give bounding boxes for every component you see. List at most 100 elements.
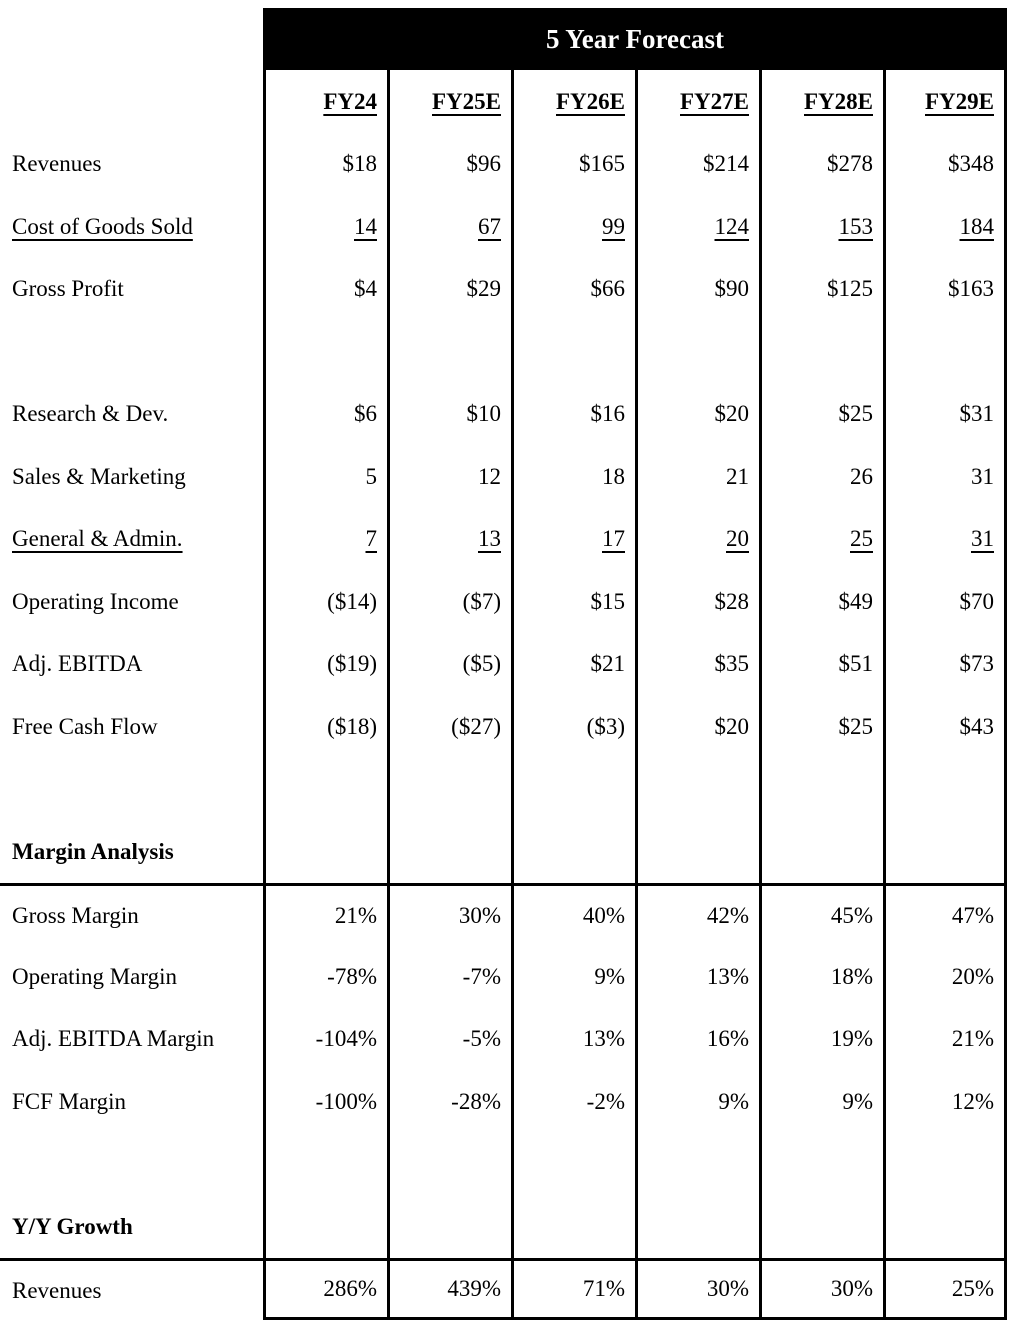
value-cell: 12% xyxy=(883,1070,1007,1133)
empty-cell xyxy=(883,320,1007,383)
value-cell: -104% xyxy=(263,1007,387,1070)
empty-cell xyxy=(759,1132,883,1195)
value-cell: $348 xyxy=(883,132,1007,195)
value-cell: ($19) xyxy=(263,632,387,695)
value-cell: 99 xyxy=(511,195,635,258)
value-cell: $15 xyxy=(511,570,635,633)
value-cell: $214 xyxy=(635,132,759,195)
value-cell: $31 xyxy=(883,382,1007,445)
empty-cell xyxy=(263,820,387,883)
value-cell: 439% xyxy=(387,1257,511,1320)
value-cell: 21% xyxy=(263,882,387,945)
row-label: Revenues xyxy=(12,151,102,177)
value-cell: 71% xyxy=(511,1257,635,1320)
value-cell: -2% xyxy=(511,1070,635,1133)
column-header-fy25e: FY25E xyxy=(387,70,511,133)
value-cell: $25 xyxy=(759,382,883,445)
empty-cell xyxy=(883,1195,1007,1258)
section-title: Margin Analysis xyxy=(12,838,174,864)
value-cell: 31 xyxy=(883,507,1007,570)
value-cell: 18 xyxy=(511,445,635,508)
empty-cell xyxy=(387,320,511,383)
row-label: FCF Margin xyxy=(12,1088,126,1114)
value-cell: 21% xyxy=(883,1007,1007,1070)
empty-cell xyxy=(511,320,635,383)
value-cell: 20% xyxy=(883,945,1007,1008)
value-cell: 9% xyxy=(511,945,635,1008)
row-label: Revenues xyxy=(0,1257,263,1321)
empty-cell xyxy=(263,320,387,383)
value-cell: 30% xyxy=(387,882,511,945)
value-cell: $29 xyxy=(387,257,511,320)
value-cell: $6 xyxy=(263,382,387,445)
spacer-row xyxy=(0,1132,1007,1196)
column-header-fy24: FY24 xyxy=(263,70,387,133)
empty-cell xyxy=(0,1133,263,1196)
row-gross-margin: Gross Margin 21% 30% 40% 42% 45% 47% xyxy=(0,882,1007,945)
value-cell: ($27) xyxy=(387,695,511,758)
value-cell: 5 xyxy=(263,445,387,508)
value-cell: $165 xyxy=(511,132,635,195)
value-cell: ($7) xyxy=(387,570,511,633)
value-cell: $278 xyxy=(759,132,883,195)
empty-cell xyxy=(883,1132,1007,1195)
empty-cell xyxy=(635,1132,759,1195)
empty-cell xyxy=(387,1132,511,1195)
row-label: Research & Dev. xyxy=(12,401,169,427)
value-cell: $73 xyxy=(883,632,1007,695)
value-cell: 13 xyxy=(387,507,511,570)
value-cell: 40% xyxy=(511,882,635,945)
value-cell: 184 xyxy=(883,195,1007,258)
empty-cell xyxy=(883,757,1007,820)
row-label: Adj. EBITDA xyxy=(12,651,143,677)
value-cell: 45% xyxy=(759,882,883,945)
table-title: 5 Year Forecast xyxy=(263,8,1007,70)
row-label: Cost of Goods Sold xyxy=(12,213,193,239)
empty-cell xyxy=(511,1195,635,1258)
row-fcf-margin: FCF Margin -100% -28% -2% 9% 9% 12% xyxy=(0,1070,1007,1133)
value-cell: $66 xyxy=(511,257,635,320)
value-cell: ($14) xyxy=(263,570,387,633)
row-adj-ebitda: Adj. EBITDA ($19) ($5) $21 $35 $51 $73 xyxy=(0,632,1007,695)
empty-cell xyxy=(511,1132,635,1195)
row-revenues: Revenues $18 $96 $165 $214 $278 $348 xyxy=(0,132,1007,195)
empty-cell xyxy=(635,320,759,383)
title-row-spacer xyxy=(0,8,263,70)
row-label: General & Admin. xyxy=(12,526,183,552)
value-cell: 9% xyxy=(759,1070,883,1133)
value-cell: 26 xyxy=(759,445,883,508)
value-cell: 13% xyxy=(511,1007,635,1070)
empty-cell xyxy=(263,1195,387,1258)
value-cell: 153 xyxy=(759,195,883,258)
empty-cell xyxy=(759,320,883,383)
value-cell: 286% xyxy=(263,1257,387,1320)
row-operating-income: Operating Income ($14) ($7) $15 $28 $49 … xyxy=(0,570,1007,633)
column-header-fy26e: FY26E xyxy=(511,70,635,133)
value-cell: 31 xyxy=(883,445,1007,508)
value-cell: -5% xyxy=(387,1007,511,1070)
value-cell: $28 xyxy=(635,570,759,633)
empty-cell xyxy=(0,758,263,821)
column-header-row: FY24 FY25E FY26E FY27E FY28E FY29E xyxy=(0,70,1007,133)
value-cell: $125 xyxy=(759,257,883,320)
value-cell: 47% xyxy=(883,882,1007,945)
section-row-margin-analysis: Margin Analysis xyxy=(0,820,1007,883)
row-sales-marketing: Sales & Marketing 5 12 18 21 26 31 xyxy=(0,445,1007,508)
value-cell: 13% xyxy=(635,945,759,1008)
value-cell: $20 xyxy=(635,382,759,445)
row-gross-profit: Gross Profit $4 $29 $66 $90 $125 $163 xyxy=(0,257,1007,320)
value-cell: 124 xyxy=(635,195,759,258)
row-cogs: Cost of Goods Sold 14 67 99 124 153 184 xyxy=(0,195,1007,258)
value-cell: 14 xyxy=(263,195,387,258)
column-header-spacer xyxy=(0,70,263,133)
empty-cell xyxy=(387,1195,511,1258)
value-cell: $21 xyxy=(511,632,635,695)
value-cell: $18 xyxy=(263,132,387,195)
value-cell: 21 xyxy=(635,445,759,508)
row-label: Adj. EBITDA Margin xyxy=(12,1026,215,1052)
empty-cell xyxy=(511,757,635,820)
section-row-yy-growth: Y/Y Growth xyxy=(0,1195,1007,1258)
empty-cell xyxy=(387,757,511,820)
column-header-fy29e: FY29E xyxy=(883,70,1007,133)
